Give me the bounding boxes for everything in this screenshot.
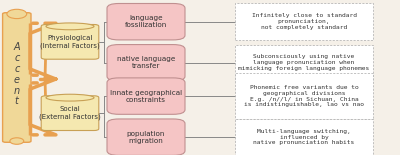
FancyBboxPatch shape	[235, 4, 373, 40]
FancyBboxPatch shape	[235, 119, 373, 155]
Ellipse shape	[10, 138, 24, 144]
Ellipse shape	[46, 94, 94, 101]
Text: A
c
c
e
n
t: A c c e n t	[14, 42, 20, 106]
FancyBboxPatch shape	[107, 119, 185, 155]
Text: native language
transfer: native language transfer	[117, 56, 175, 69]
Ellipse shape	[7, 9, 27, 19]
FancyBboxPatch shape	[41, 24, 99, 59]
FancyBboxPatch shape	[3, 13, 31, 142]
Text: language
fossilization: language fossilization	[125, 15, 167, 28]
Text: Social
(External Factors): Social (External Factors)	[39, 106, 101, 120]
Text: Multi-language switching,
influenced by
native pronunciation habits: Multi-language switching, influenced by …	[253, 129, 355, 146]
FancyBboxPatch shape	[41, 96, 99, 131]
FancyBboxPatch shape	[235, 73, 373, 119]
Text: Subconsciously using native
language pronunciation when
mimicking foreign langua: Subconsciously using native language pro…	[238, 54, 370, 71]
Text: Infinitely close to standard
pronunciation,
not completely standard: Infinitely close to standard pronunciati…	[252, 13, 356, 30]
Ellipse shape	[46, 23, 94, 30]
FancyBboxPatch shape	[107, 78, 185, 114]
Text: Physiological
(Internal Factors): Physiological (Internal Factors)	[40, 35, 100, 49]
Text: Phonemic free variants due to
geographical divisions
E.g. /n//l/ in Sichuan, Chi: Phonemic free variants due to geographic…	[244, 85, 364, 107]
FancyBboxPatch shape	[235, 45, 373, 81]
Text: Innate geographical
constraints: Innate geographical constraints	[110, 90, 182, 103]
Text: population
migration: population migration	[127, 131, 165, 144]
FancyBboxPatch shape	[107, 45, 185, 81]
FancyBboxPatch shape	[107, 4, 185, 40]
